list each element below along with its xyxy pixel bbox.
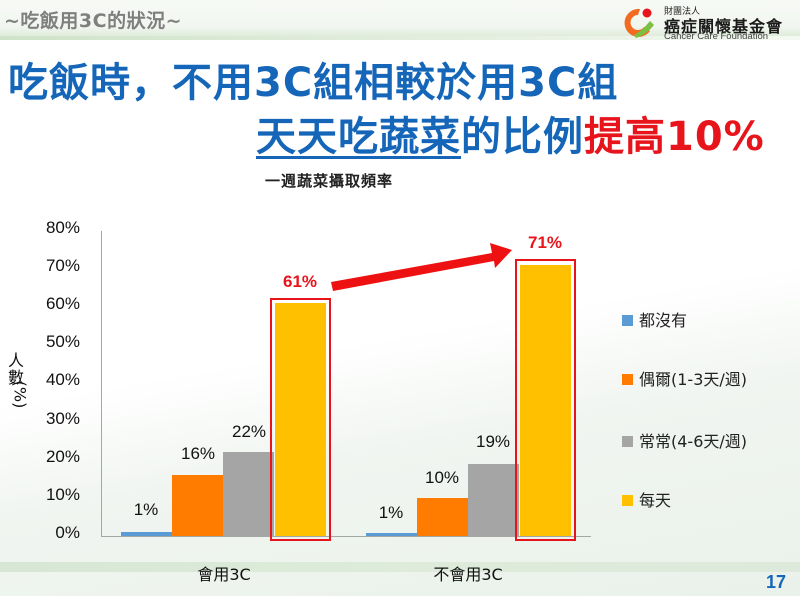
legend-swatch-icon xyxy=(622,436,633,447)
legend-swatch-icon xyxy=(622,495,633,506)
y-tick: 80% xyxy=(45,218,80,237)
y-tick: 50% xyxy=(45,332,80,351)
y-tick: 60% xyxy=(45,294,80,313)
heart-logo-icon xyxy=(624,8,654,38)
legend-label: 常常(4-6天/週) xyxy=(639,432,748,451)
legend-swatch-icon xyxy=(622,315,633,326)
section-title: ~吃飯用3C的狀況~ xyxy=(4,10,183,32)
y-axis xyxy=(101,231,102,536)
y-tick: 70% xyxy=(45,256,80,275)
headline-plain: 的比例 xyxy=(461,114,584,160)
x-axis xyxy=(101,536,591,537)
header-bar xyxy=(0,0,800,38)
logo-english: Cancer Care Foundation xyxy=(664,31,769,42)
bar-sometimes-group2 xyxy=(417,498,468,536)
y-tick: 0% xyxy=(55,523,80,542)
legend-swatch-icon xyxy=(622,374,633,385)
category-label: 會用3C xyxy=(197,565,251,584)
legend-label: 每天 xyxy=(639,491,672,510)
headline-line1: 吃飯時，不用3C組相較於用3C組 xyxy=(8,60,619,106)
highlight-box-61 xyxy=(270,298,331,541)
y-tick: 30% xyxy=(45,409,80,428)
header-divider xyxy=(0,36,800,40)
data-label: 1% xyxy=(133,500,159,519)
legend-item-daily: 每天 xyxy=(622,487,671,511)
bar-often-group2 xyxy=(468,464,519,536)
page-number: 17 xyxy=(766,572,787,592)
data-label-highlight: 71% xyxy=(527,233,563,252)
data-label-highlight: 61% xyxy=(282,272,318,291)
legend-item-sometimes: 偶爾(1-3天/週) xyxy=(622,366,747,390)
legend-label: 都沒有 xyxy=(639,311,688,330)
data-label: 22% xyxy=(231,422,267,441)
highlight-box-71 xyxy=(515,259,576,541)
data-label: 1% xyxy=(378,503,404,522)
legend-item-never: 都沒有 xyxy=(622,307,687,331)
data-label: 19% xyxy=(475,432,511,451)
bar-often-group1 xyxy=(223,452,274,536)
bar-daily-group2 xyxy=(520,265,571,536)
logo-small-text: 財團法人 xyxy=(664,7,701,17)
bar-never-group2 xyxy=(366,533,417,536)
legend-item-often: 常常(4-6天/週) xyxy=(622,428,747,452)
bar-sometimes-group1 xyxy=(172,475,223,536)
logo-name: 癌症關懷基金會 xyxy=(664,17,784,36)
data-label: 10% xyxy=(424,468,460,487)
bar-daily-group1 xyxy=(275,303,326,536)
headline-underlined: 天天吃蔬菜 xyxy=(256,114,461,160)
headline-line2: 天天吃蔬菜的比例提高10% xyxy=(256,104,765,162)
bar-never-group1 xyxy=(121,532,172,536)
foundation-logo: 財團法人 癌症關懷基金會 Cancer Care Foundation xyxy=(620,3,800,42)
y-tick: 20% xyxy=(45,447,80,466)
legend-label: 偶爾(1-3天/週) xyxy=(639,370,748,389)
y-tick: 40% xyxy=(45,370,80,389)
data-label: 16% xyxy=(180,444,216,463)
y-tick: 10% xyxy=(45,485,80,504)
chart-title: 一週蔬菜攝取頻率 xyxy=(265,172,394,190)
headline-highlight: 提高10% xyxy=(584,114,765,160)
decorative-band xyxy=(0,562,800,572)
category-label: 不會用3C xyxy=(433,565,503,584)
y-axis-label: 人數 (%) xyxy=(7,351,30,409)
